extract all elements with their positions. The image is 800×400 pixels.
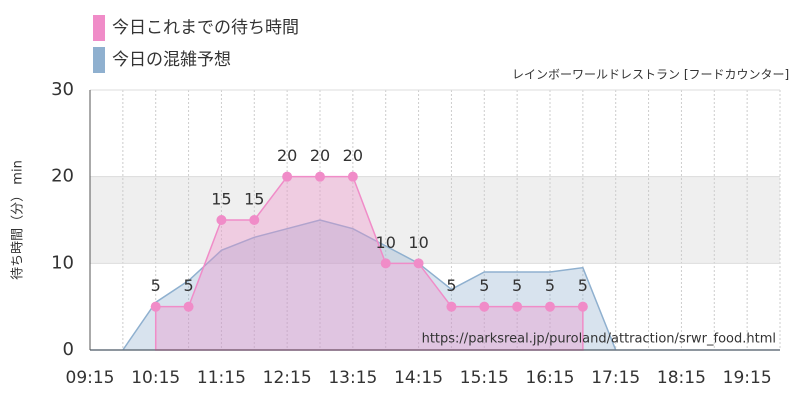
x-tick-label: 19:15 [723,368,772,388]
y-tick-label: 20 [51,166,74,187]
point [150,301,161,312]
legend-label: 今日の混雑予想 [112,50,231,70]
value-label: 5 [183,276,193,295]
point [413,258,424,269]
point [577,301,588,312]
x-tick-label: 09:15 [66,368,115,388]
point [380,258,391,269]
point [249,215,260,225]
value-label: 5 [151,276,161,295]
x-tick-label: 13:15 [328,368,377,388]
y-label: 待ち時間（分） min [11,160,26,280]
x-tick-label: 14:15 [394,368,443,388]
point [282,171,293,182]
y-tick-label: 0 [63,339,74,360]
legend-swatch [93,15,105,41]
point [479,301,490,312]
x-tick-label: 15:15 [460,368,509,388]
x-tick-label: 16:15 [526,368,575,388]
point [315,171,325,182]
subtitle: レインボーワールドレストラン [フードカウンター] [512,68,789,82]
legend-swatch [93,47,105,73]
x-tick-label: 10:15 [131,368,180,388]
watermark: https://parksreal.jp/puroland/attraction… [422,332,776,347]
value-label: 5 [578,276,588,295]
x-tick-label: 18:15 [657,368,706,388]
value-label: 5 [545,276,555,295]
x-tick-label: 12:15 [263,368,312,388]
point [347,171,358,182]
value-label: 15 [211,190,231,209]
value-label: 5 [479,276,489,295]
x-tick-label: 17:15 [591,368,640,388]
value-label: 5 [446,276,456,295]
x-tick-label: 11:15 [197,368,246,388]
value-label: 20 [310,146,330,165]
point [216,215,227,225]
value-label: 20 [343,146,363,165]
y-tick-label: 10 [51,252,74,273]
value-label: 20 [277,146,297,165]
point [545,301,555,312]
value-label: 10 [408,233,428,252]
point [512,301,523,312]
point [446,301,457,312]
y-tick-label: 30 [51,79,74,100]
legend-label: 今日これまでの待ち時間 [112,18,299,38]
value-label: 5 [512,276,522,295]
band [90,176,780,263]
point [183,301,194,312]
value-label: 10 [376,233,396,252]
value-label: 15 [244,190,264,209]
